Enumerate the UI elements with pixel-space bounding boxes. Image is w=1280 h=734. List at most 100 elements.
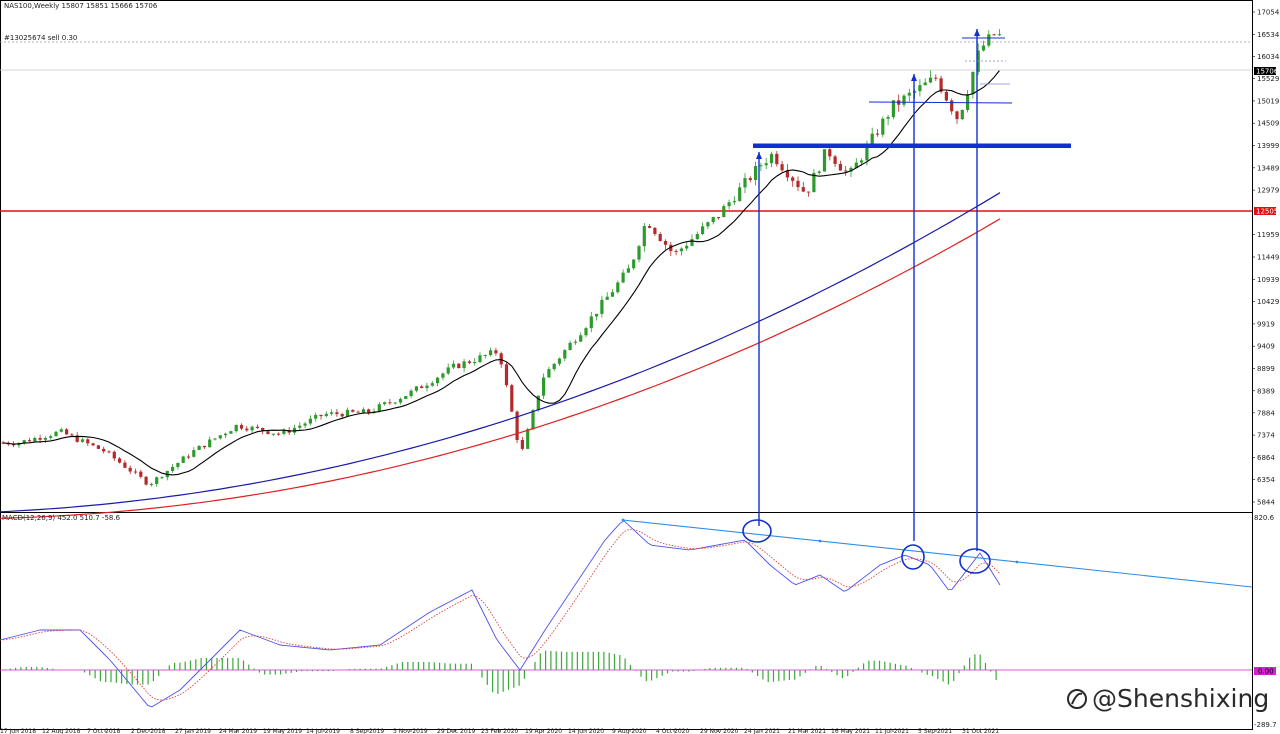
candle (489, 347, 493, 357)
candle (870, 127, 874, 147)
divergence-circle[interactable] (959, 548, 991, 574)
divergence-circle[interactable] (901, 544, 925, 570)
macd-histogram-bar (333, 670, 335, 671)
macd-histogram-bar (232, 657, 234, 670)
ma-short-line (2, 70, 1000, 476)
macd-histogram-bar (714, 667, 716, 670)
macd-histogram-bar (656, 670, 658, 679)
macd-histogram-bar (709, 668, 711, 670)
candle (563, 349, 567, 362)
candle (849, 165, 853, 178)
macd-histogram-bar (841, 670, 843, 679)
time-tick-label: 27 Jan 2019 (175, 728, 211, 734)
macd-histogram-bar (566, 651, 568, 670)
candle (218, 435, 222, 440)
resistance-zone-bar[interactable] (753, 143, 1071, 149)
macd-histogram-bar (391, 665, 393, 670)
time-tick-label: 14 Jul 2019 (306, 728, 340, 734)
macd-histogram-bar (507, 670, 510, 690)
macd-histogram-bar (767, 670, 769, 683)
macd-histogram-bar (168, 665, 170, 670)
macd-histogram-bar (184, 661, 186, 670)
price-tick-label: 5844 (1257, 499, 1275, 507)
candle (907, 88, 911, 102)
trendline-anchor[interactable] (1015, 560, 1019, 564)
macd-histogram-bar (592, 651, 594, 670)
macd-histogram-bar (41, 667, 43, 670)
candle (197, 445, 201, 451)
macd-histogram-bar (640, 670, 642, 677)
macd-histogram-bar (990, 670, 992, 672)
macd-histogram-bar (804, 670, 806, 673)
price-tick-label: 6864 (1257, 454, 1275, 462)
macd-histogram-bar (163, 670, 165, 671)
macd-histogram-bar (36, 666, 38, 670)
macd-histogram-bar (863, 663, 865, 670)
trendline-anchor[interactable] (818, 539, 822, 543)
macd-histogram-bar (635, 670, 637, 671)
candle (658, 232, 662, 242)
macd-histogram-bar (661, 670, 663, 676)
macd-histogram-bar (926, 670, 928, 675)
time-tick-label: 19 Apr 2020 (525, 728, 562, 734)
level-price-label: 12505 (1256, 208, 1278, 216)
support-segment[interactable] (868, 101, 1013, 104)
candle (404, 395, 408, 400)
macd-histogram-bar (380, 668, 382, 670)
candle (133, 468, 138, 475)
macd-histogram-bar (857, 667, 859, 670)
macd-histogram-bar (947, 670, 949, 685)
macd-histogram-bar (417, 662, 419, 670)
time-tick-label: 24 Mar 2019 (219, 728, 257, 734)
candle (897, 94, 901, 112)
candle (987, 30, 991, 48)
macd-histogram-bar (449, 663, 451, 670)
candle (181, 455, 185, 463)
divergence-circle[interactable] (742, 519, 772, 543)
macd-histogram-bar (608, 652, 610, 670)
price-tick-label: 7374 (1257, 432, 1275, 440)
candle (22, 439, 26, 445)
macd-histogram-bar (550, 650, 552, 670)
macd-histogram-bar (545, 650, 547, 670)
candle (335, 409, 339, 417)
drawing-annotations (753, 29, 1071, 551)
macd-histogram-bar (523, 670, 525, 679)
candle (165, 470, 169, 481)
candle (271, 433, 275, 437)
watermark-text: @Shenshixing (1092, 684, 1269, 713)
macd-histogram-bar (539, 653, 541, 670)
candle (176, 462, 180, 470)
candle (722, 204, 726, 218)
candle (59, 427, 63, 433)
time-tick-label: 16 May 2021 (831, 728, 870, 734)
candle (944, 90, 948, 102)
macd-histogram-bar (847, 670, 849, 677)
macd-histogram-bar (25, 666, 27, 670)
macd-trendline[interactable] (622, 519, 1253, 588)
candle (451, 360, 456, 370)
macd-histogram-bar (407, 662, 409, 670)
time-tick-label: 29 Nov 2020 (700, 728, 739, 734)
macd-histogram-bar (242, 660, 245, 670)
macd-histogram-bar (89, 670, 91, 676)
price-tick-label: 10939 (1257, 276, 1279, 284)
candle (75, 432, 79, 443)
candle (245, 425, 249, 432)
macd-histogram-bar (831, 670, 833, 673)
macd-histogram-bar (439, 662, 441, 670)
time-tick-label: 21 Mar 2021 (788, 728, 826, 734)
macd-histogram-bar (126, 670, 128, 684)
macd-histogram-bar (317, 670, 319, 672)
candle (653, 227, 657, 236)
candle (727, 199, 731, 210)
candle (690, 234, 694, 247)
candle (17, 442, 21, 448)
candle (467, 359, 471, 365)
trendline-anchor[interactable] (621, 518, 625, 522)
price-tick-label: 11959 (1257, 231, 1279, 239)
candle (928, 70, 933, 84)
macd-header: MACD(12,26,9) 452.0 510.7 -58.6 (2, 514, 121, 522)
candle (356, 410, 360, 413)
